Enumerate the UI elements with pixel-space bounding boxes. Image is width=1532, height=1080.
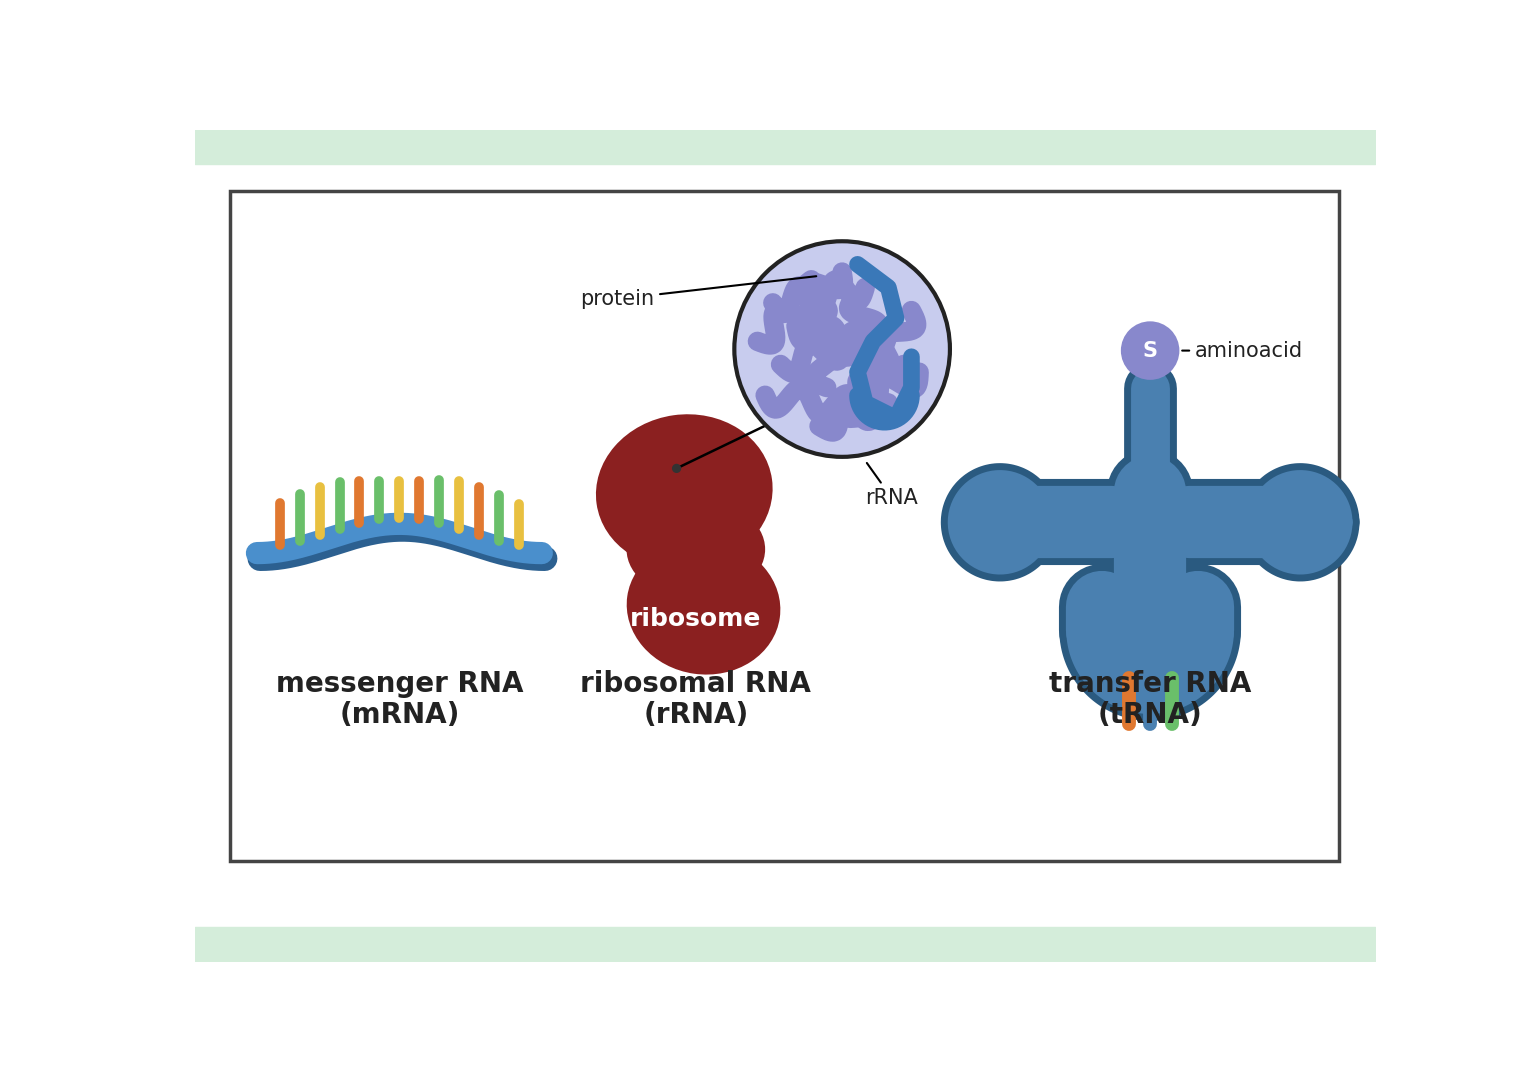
Text: (mRNA): (mRNA) <box>339 701 460 729</box>
Text: (rRNA): (rRNA) <box>643 701 749 729</box>
Circle shape <box>734 241 950 457</box>
Ellipse shape <box>596 415 772 569</box>
Circle shape <box>673 463 682 473</box>
Ellipse shape <box>627 499 764 599</box>
Text: messenger RNA: messenger RNA <box>276 670 522 698</box>
Text: protein: protein <box>581 276 817 309</box>
Text: ribosome: ribosome <box>630 607 761 631</box>
Circle shape <box>1121 322 1180 380</box>
Text: aminoacid: aminoacid <box>1183 340 1302 361</box>
Text: transfer RNA: transfer RNA <box>1049 670 1252 698</box>
Text: S: S <box>1143 340 1158 361</box>
FancyBboxPatch shape <box>230 191 1339 861</box>
Text: ribosomal RNA: ribosomal RNA <box>581 670 812 698</box>
Ellipse shape <box>627 539 780 675</box>
Text: rRNA: rRNA <box>866 463 918 508</box>
Text: (tRNA): (tRNA) <box>1098 701 1203 729</box>
